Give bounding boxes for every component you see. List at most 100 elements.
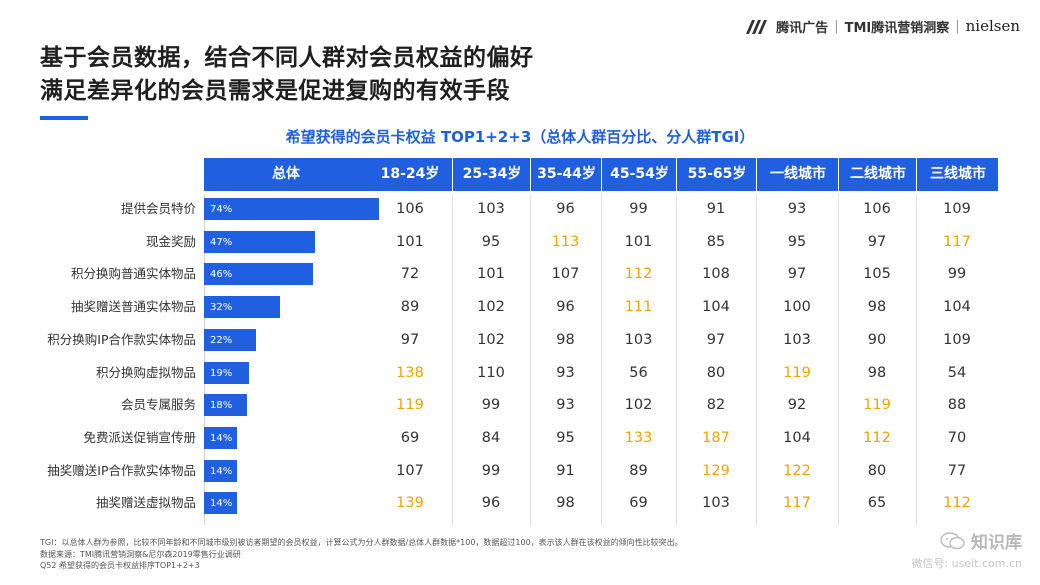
brand-bar: 腾讯广告 | TMI腾讯营销洞察 | nielsen	[744, 14, 1020, 38]
brand-separator-2: |	[955, 18, 960, 34]
tgi-cell: 92	[787, 397, 807, 414]
tgi-cell: 95	[481, 233, 501, 250]
bar-value-label: 14%	[210, 465, 233, 477]
tgi-cell: 80	[706, 364, 726, 381]
bar	[204, 459, 238, 482]
tgi-cell: 99	[481, 462, 501, 479]
tgi-cell: 99	[481, 397, 501, 414]
header-overall: 总体	[272, 166, 300, 182]
column-divider	[756, 194, 757, 525]
bar	[204, 361, 250, 384]
bar	[204, 198, 380, 220]
bar-value-label: 19%	[210, 367, 233, 379]
bar-value-label: 32%	[210, 302, 233, 314]
column-divider	[530, 194, 531, 525]
column-divider	[452, 194, 453, 525]
row-label: 积分换购虚拟物品	[95, 364, 196, 380]
tgi-cell: 69	[629, 495, 648, 512]
page-title-line-2: 满足差异化的会员需求是促进复购的有效手段	[40, 78, 510, 104]
tgi-cell: 119	[396, 397, 424, 414]
header-group: 一线城市	[756, 158, 839, 191]
tgi-cell: 119	[863, 397, 891, 414]
header-group: 25-34岁	[452, 158, 531, 191]
tgi-cell: 122	[783, 462, 811, 479]
tgi-cell: 98	[556, 495, 575, 512]
tgi-cell: 54	[947, 364, 967, 381]
tgi-cell: 98	[556, 331, 575, 348]
tgi-cell: 112	[943, 495, 971, 512]
tgi-cell: 139	[396, 495, 424, 512]
tgi-cell: 99	[629, 201, 648, 217]
tgi-cell: 111	[624, 299, 653, 316]
tgi-cell: 93	[556, 397, 575, 414]
bar	[204, 394, 247, 417]
bar-value-label: 22%	[210, 334, 233, 346]
tgi-cell: 85	[706, 233, 726, 250]
tgi-cell: 102	[477, 331, 505, 348]
bar	[204, 492, 238, 515]
tgi-cell: 77	[947, 462, 967, 479]
brand-tmi: TMI腾讯营销洞察	[844, 20, 950, 36]
tgi-cell: 93	[787, 201, 807, 217]
bar-value-label: 14%	[210, 432, 233, 444]
tgi-cell: 109	[943, 201, 971, 217]
tgi-cell: 117	[783, 495, 811, 512]
chart-title: 希望获得的会员卡权益 TOP1+2+3（总体人群百分比、分人群TGI）	[285, 128, 755, 146]
tgi-cell: 93	[556, 364, 575, 381]
tgi-cell: 113	[551, 233, 580, 250]
tgi-cell: 102	[477, 299, 505, 316]
tgi-cell: 97	[400, 331, 420, 348]
tgi-cell: 95	[556, 429, 575, 446]
tgi-cell: 96	[556, 201, 575, 217]
tgi-cell: 89	[629, 462, 648, 479]
tgi-cell: 104	[783, 429, 811, 446]
tgi-cell: 103	[702, 495, 730, 512]
column-divider	[601, 194, 602, 525]
bar-value-label: 18%	[210, 400, 233, 412]
row-label: 抽奖赠送虚拟物品	[95, 495, 196, 511]
bar	[204, 296, 280, 319]
brand-separator: |	[834, 18, 839, 34]
footnote-question: Q52 希望获得的会员卡权益排序TOP1+2+3	[40, 561, 200, 570]
header-group: 二线城市	[838, 158, 917, 191]
brand-tencent: 腾讯广告	[776, 20, 829, 36]
tgi-cell: 88	[947, 397, 967, 414]
header-group: 35-44岁	[530, 158, 602, 191]
row-label: 现金奖励	[145, 233, 196, 249]
tgi-cell: 112	[863, 429, 891, 446]
bar-value-label: 14%	[210, 498, 233, 510]
tgi-cell: 100	[783, 299, 811, 316]
tgi-cell: 96	[481, 495, 501, 512]
tgi-cell: 187	[702, 429, 730, 446]
bar	[204, 230, 316, 253]
tgi-cell: 108	[702, 266, 730, 283]
tgi-cell: 84	[481, 429, 501, 446]
header-group: 55-65岁	[676, 158, 757, 191]
title-underline	[40, 116, 88, 120]
row-label: 积分换购普通实体物品	[70, 266, 196, 282]
tgi-cell: 101	[396, 233, 424, 250]
tgi-cell: 106	[396, 201, 424, 217]
row-label: 积分换购IP合作款实体物品	[47, 331, 196, 347]
tgi-cell: 103	[624, 331, 653, 348]
header-group: 三线城市	[916, 158, 999, 191]
tgi-cell: 72	[400, 266, 420, 283]
tgi-cell: 129	[702, 462, 730, 479]
column-divider	[838, 194, 839, 525]
wechat-icon	[940, 531, 965, 549]
tgi-cell: 56	[629, 364, 648, 381]
watermark: 知识库 微信号: useit.com.cn	[911, 528, 1022, 571]
tgi-cell: 98	[867, 299, 887, 316]
tgi-cell: 95	[787, 233, 807, 250]
tgi-cell: 99	[947, 266, 967, 283]
header-group: 45-54岁	[601, 158, 677, 191]
tgi-cell: 133	[624, 429, 653, 446]
bar	[204, 426, 238, 449]
column-divider	[676, 194, 677, 525]
tgi-cell: 112	[624, 266, 653, 283]
tgi-cell: 103	[783, 331, 811, 348]
tgi-cell: 110	[477, 364, 505, 381]
tgi-cell: 104	[943, 299, 971, 316]
tgi-cell: 97	[787, 266, 807, 283]
tgi-cell: 70	[947, 429, 967, 446]
